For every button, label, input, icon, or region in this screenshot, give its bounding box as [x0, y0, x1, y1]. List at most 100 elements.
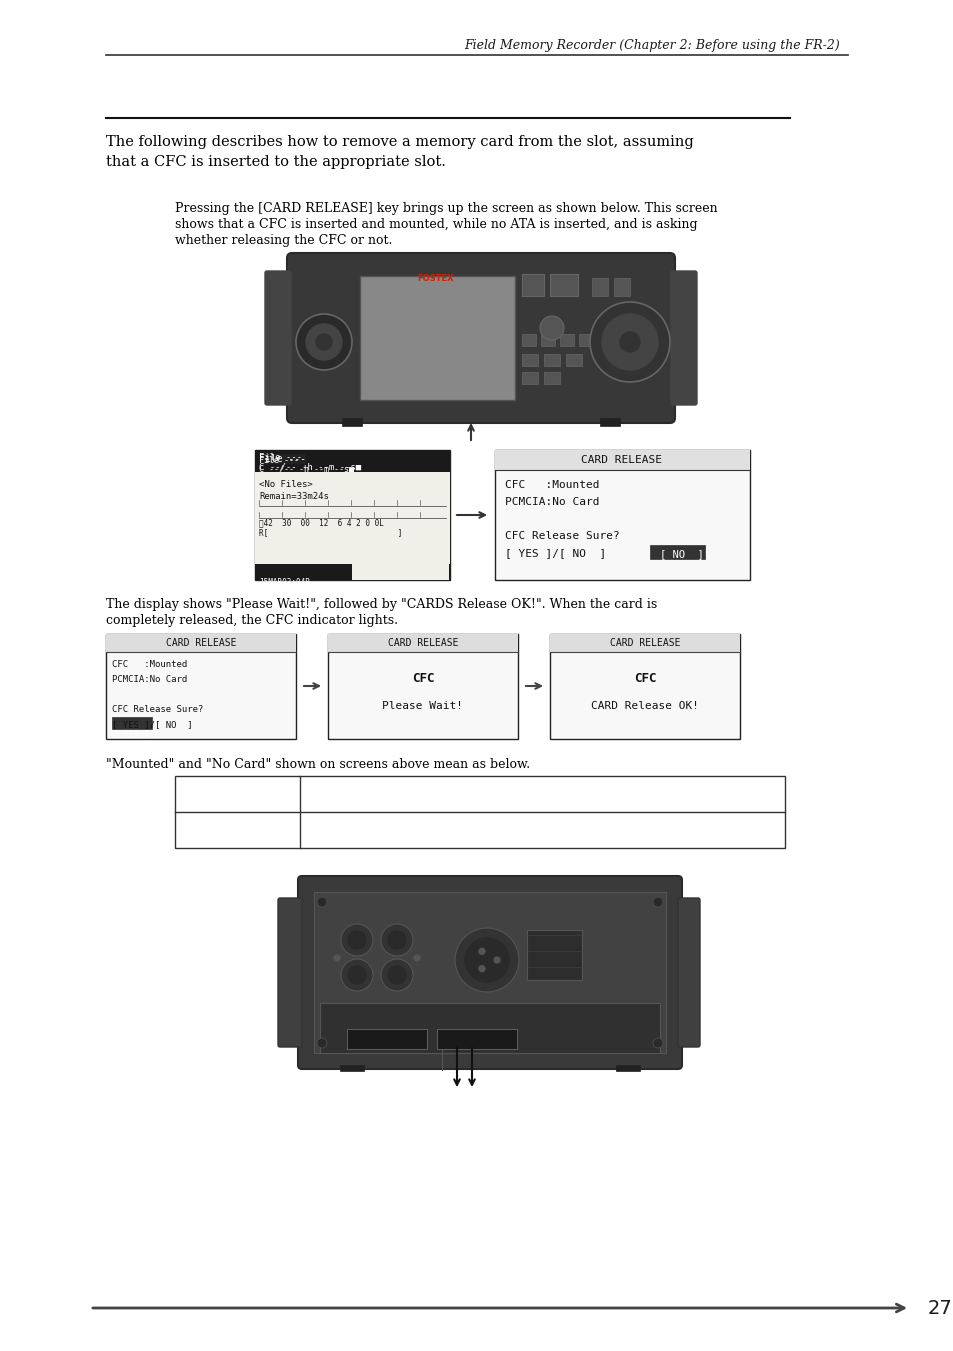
Text: C --/-- -h --m --s■: C --/-- -h --m --s■ — [258, 463, 354, 473]
Circle shape — [539, 316, 563, 340]
Bar — [521, 354, 537, 366]
Bar — [599, 417, 619, 426]
Circle shape — [494, 957, 499, 963]
Bar — [359, 276, 515, 400]
Text: 15MAR03:04B: 15MAR03:04B — [258, 578, 310, 586]
Text: CARD RELEASE: CARD RELEASE — [387, 638, 457, 648]
Bar — [347, 1029, 427, 1048]
Bar — [436, 1029, 517, 1048]
Circle shape — [306, 324, 341, 359]
Bar — [254, 450, 450, 471]
Bar — [174, 775, 784, 848]
Text: Field Memory Recorder (Chapter 2: Before using the FR-2): Field Memory Recorder (Chapter 2: Before… — [464, 38, 840, 51]
Bar — [106, 634, 295, 739]
Circle shape — [478, 948, 484, 954]
Text: [ YES ]/[ NO  ]: [ YES ]/[ NO ] — [504, 549, 605, 558]
Bar — [352, 563, 449, 580]
Circle shape — [478, 966, 484, 971]
Text: CARD RELEASE: CARD RELEASE — [609, 638, 679, 648]
Text: R[                            ]: R[ ] — [258, 528, 402, 536]
Text: CARD RELEASE: CARD RELEASE — [166, 638, 236, 648]
Circle shape — [619, 332, 639, 353]
Bar — [339, 1065, 364, 1071]
Text: PCMCIA:No Card: PCMCIA:No Card — [112, 676, 187, 684]
Circle shape — [388, 966, 406, 984]
Bar — [521, 334, 536, 346]
Text: that a CFC is inserted to the appropriate slot.: that a CFC is inserted to the appropriat… — [106, 155, 445, 169]
Bar — [616, 1065, 639, 1071]
Text: The display shows "Please Wait!", followed by "CARDS Release OK!". When the card: The display shows "Please Wait!", follow… — [106, 598, 657, 611]
FancyBboxPatch shape — [265, 272, 291, 405]
Text: CFC   :Mounted: CFC :Mounted — [504, 480, 598, 490]
Bar — [254, 563, 450, 580]
Text: [ YES ]: [ YES ] — [113, 730, 149, 739]
Bar — [254, 450, 450, 471]
Text: CFC: CFC — [412, 673, 434, 685]
Circle shape — [652, 1038, 662, 1048]
Bar — [495, 450, 749, 470]
FancyBboxPatch shape — [297, 875, 681, 1069]
FancyBboxPatch shape — [670, 272, 697, 405]
Circle shape — [601, 313, 658, 370]
Bar — [328, 634, 517, 739]
Text: [ YES ]/[ NO  ]: [ YES ]/[ NO ] — [112, 720, 193, 730]
Text: File ---: File --- — [258, 453, 302, 462]
Bar — [106, 634, 295, 653]
Text: CFC Release Sure?: CFC Release Sure? — [504, 531, 619, 540]
Bar — [540, 334, 555, 346]
Text: File ---: File --- — [258, 457, 298, 465]
Bar — [543, 372, 559, 384]
Bar — [526, 929, 581, 979]
Circle shape — [380, 959, 413, 992]
Bar — [521, 372, 537, 384]
Circle shape — [315, 334, 332, 350]
Text: Pressing the [CARD RELEASE] key brings up the screen as shown below. This screen: Pressing the [CARD RELEASE] key brings u… — [174, 203, 717, 215]
Text: FOSTEX: FOSTEX — [416, 274, 454, 282]
Text: CARD RELEASE: CARD RELEASE — [581, 455, 661, 465]
Circle shape — [464, 938, 509, 982]
Circle shape — [340, 959, 373, 992]
Bar — [543, 354, 559, 366]
Bar — [550, 274, 578, 296]
Text: <No Files>: <No Files> — [258, 480, 313, 489]
Circle shape — [652, 897, 662, 907]
Circle shape — [316, 897, 327, 907]
Bar — [578, 334, 593, 346]
FancyBboxPatch shape — [287, 253, 675, 423]
FancyBboxPatch shape — [277, 898, 302, 1047]
Text: CARD Release OK!: CARD Release OK! — [590, 701, 699, 711]
Text: Please Wait!: Please Wait! — [382, 701, 463, 711]
Bar — [614, 278, 629, 296]
Circle shape — [348, 931, 366, 948]
Text: PCMCIA:No Card: PCMCIA:No Card — [504, 497, 598, 507]
Circle shape — [340, 924, 373, 957]
Bar — [592, 278, 607, 296]
Text: completely released, the CFC indicator lights.: completely released, the CFC indicator l… — [106, 613, 397, 627]
Circle shape — [295, 313, 352, 370]
Text: File ---: File --- — [258, 454, 306, 463]
Circle shape — [589, 303, 669, 382]
FancyBboxPatch shape — [678, 898, 700, 1047]
Bar — [254, 471, 450, 580]
Text: CFC   :Mounted: CFC :Mounted — [112, 661, 187, 669]
Text: The following describes how to remove a memory card from the slot, assuming: The following describes how to remove a … — [106, 135, 693, 149]
Text: shows that a CFC is inserted and mounted, while no ATA is inserted, and is askin: shows that a CFC is inserted and mounted… — [174, 218, 697, 231]
Bar — [495, 450, 749, 580]
Circle shape — [388, 931, 406, 948]
Bar — [565, 354, 581, 366]
Bar — [314, 892, 665, 1052]
Text: 27: 27 — [927, 1298, 952, 1317]
Circle shape — [348, 966, 366, 984]
Bar — [550, 634, 740, 739]
Text: C --/-- -h --m --s■: C --/-- -h --m --s■ — [258, 462, 361, 471]
Text: CFC Release Sure?: CFC Release Sure? — [112, 705, 203, 713]
Text: [ NO  ]: [ NO ] — [659, 549, 703, 559]
Circle shape — [333, 954, 340, 962]
Bar — [112, 717, 152, 730]
Bar — [328, 634, 517, 653]
Bar — [254, 450, 450, 580]
Bar — [341, 417, 361, 426]
Bar — [649, 544, 704, 559]
Text: whether releasing the CFC or not.: whether releasing the CFC or not. — [174, 234, 392, 247]
Circle shape — [380, 924, 413, 957]
